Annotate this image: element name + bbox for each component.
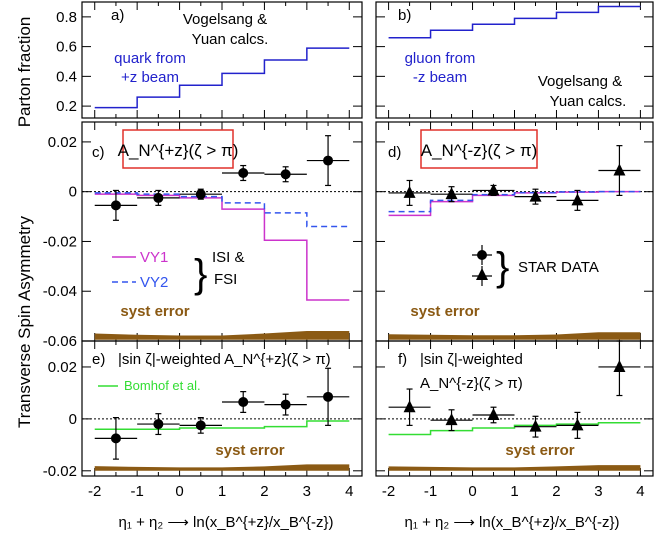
panel-c-point-marker xyxy=(153,192,164,203)
panel-c-boxed-label: A_N^{+z}(ζ > π) xyxy=(118,141,239,160)
panel-e-legend-bomhof: Bomhof et al. xyxy=(124,378,201,393)
panel-c-brace: } xyxy=(194,252,207,296)
panel-e-xticklabel: 3 xyxy=(303,483,311,500)
panel-e-xticklabel: 2 xyxy=(260,483,268,500)
panel-b-tag: b) xyxy=(398,7,411,24)
panel-d-boxed-label: A_N^{-z}(ζ > π) xyxy=(421,141,538,160)
xlabel-right: η₁ + η₂ ⟶ ln(x_B^{+z}/x_B^{-z}) xyxy=(405,514,620,531)
panel-c-legend-vy1: VY1 xyxy=(140,249,168,266)
panel-e-xticklabel: 4 xyxy=(345,483,353,500)
panel-f-xticklabel: 4 xyxy=(636,483,644,500)
panel-c-tag: c) xyxy=(92,144,105,161)
panel-c-point-marker xyxy=(195,189,206,200)
panel-e-syst-band xyxy=(94,464,350,471)
panel-d-brace: } xyxy=(496,245,509,289)
panel-b-curve-label2: -z beam xyxy=(413,69,467,86)
panel-c-point-marker xyxy=(110,200,121,211)
panel-c-legend-isi1: ISI & xyxy=(212,249,245,266)
panel-d-syst-band xyxy=(388,332,641,340)
panel-d-point-marker xyxy=(445,187,458,200)
panel-c-label-box xyxy=(122,129,234,169)
panel-e-point-marker xyxy=(238,397,249,408)
panel-c-yticklabel: 0.02 xyxy=(48,134,77,151)
panel-a-yticklabel: 0.8 xyxy=(56,9,77,26)
panel-d-point-marker xyxy=(613,163,626,176)
panel-b-series-gluon-from-z-beam xyxy=(388,5,641,39)
panel-d-label-box xyxy=(420,129,538,169)
panel-c-series-vy1 xyxy=(94,193,350,301)
panel-f-title2: A_N^{-z}(ζ > π) xyxy=(420,375,523,392)
panel-f-point-marker xyxy=(403,400,416,413)
panel-c-point-marker xyxy=(280,169,291,180)
panel-b-text1: Vogelsang & xyxy=(538,73,622,90)
panel-f-syst-label: syst error xyxy=(505,442,574,459)
panel-a-series-quark-from-z-beam xyxy=(94,47,350,109)
panel-a-tag: a) xyxy=(111,7,124,24)
panel-e-yticklabel: 0.02 xyxy=(48,359,77,376)
panel-f-syst-band xyxy=(388,465,641,471)
panel-a-curve-label1: quark from xyxy=(114,50,186,67)
panel-f-point-marker xyxy=(445,413,458,426)
panel-f-tag: f) xyxy=(398,351,407,368)
panel-a-yticklabel: 0.2 xyxy=(56,98,77,115)
panel-e-title: |sin ζ|-weighted A_N^{+z}(ζ > π) xyxy=(118,351,331,368)
panel-f-xticklabel: 1 xyxy=(510,483,518,500)
panel-e-xticklabel: 1 xyxy=(218,483,226,500)
panel-a-text1: Vogelsang & xyxy=(183,11,267,28)
panel-c-yticklabel: -0.04 xyxy=(43,283,77,300)
panel-e-tag: e) xyxy=(92,351,105,368)
panel-c-syst-band xyxy=(94,331,350,340)
panel-a-yticklabel: 0.6 xyxy=(56,39,77,56)
panel-d-syst-label: syst error xyxy=(410,303,479,320)
panel-c-point-marker xyxy=(238,168,249,179)
panel-f-xticklabel: -1 xyxy=(424,483,437,500)
panel-c-legend-isi2: FSI xyxy=(214,271,237,288)
panel-e-point-marker xyxy=(110,433,121,444)
panel-d-point-marker xyxy=(403,185,416,198)
panel-b-curve-label1: gluon from xyxy=(405,50,476,67)
panel-f-point-marker xyxy=(529,419,542,432)
panel-b-text2: Yuan calcs. xyxy=(550,93,627,110)
panel-c-yticklabel: -0.06 xyxy=(43,333,77,350)
panel-f-title1: |sin ζ|-weighted xyxy=(420,351,523,368)
panel-e-point-marker xyxy=(195,420,206,431)
panel-f-xticklabel: -2 xyxy=(382,483,395,500)
panel-a-yticklabel: 0.4 xyxy=(56,68,77,85)
panel-f-xticklabel: 0 xyxy=(468,483,476,500)
panel-d-star-data: STAR DATA xyxy=(518,259,599,276)
panel-a-curve-label2: +z beam xyxy=(121,69,179,86)
panel-e-yticklabel: 0 xyxy=(69,411,77,428)
xlabel-left: η₁ + η₂ ⟶ ln(x_B^{+z}/x_B^{-z}) xyxy=(119,514,334,531)
panel-c-point-marker xyxy=(323,155,334,166)
panel-e-yticklabel: -0.02 xyxy=(43,463,77,480)
panel-e-xticklabel: -2 xyxy=(88,483,101,500)
panel-c-syst-label: syst error xyxy=(120,303,189,320)
panel-c-legend-vy2: VY2 xyxy=(140,274,168,291)
panel-f-xticklabel: 3 xyxy=(594,483,602,500)
panel-d-point-marker xyxy=(571,193,584,206)
panel-e-xticklabel: -1 xyxy=(130,483,143,500)
panel-e-point-marker xyxy=(280,399,291,410)
panel-e-syst-label: syst error xyxy=(215,442,284,459)
panel-f-xticklabel: 2 xyxy=(552,483,560,500)
ylabel-parton-fraction: Parton fraction xyxy=(15,17,34,128)
panel-f-point-marker xyxy=(487,407,500,420)
panel-d-point-marker xyxy=(487,183,500,196)
panel-d-series-vy2 xyxy=(388,190,641,213)
panel-e-point-marker xyxy=(323,391,334,402)
panel-f-point-marker xyxy=(613,359,626,372)
panel-e-xticklabel: 0 xyxy=(175,483,183,500)
panel-c-yticklabel: -0.02 xyxy=(43,233,77,250)
panel-d-point-marker xyxy=(529,189,542,202)
panel-a-text2: Yuan calcs. xyxy=(192,31,269,48)
panel-d-tag: d) xyxy=(388,144,401,161)
panel-f-point-marker xyxy=(571,418,584,431)
panel-e-point-marker xyxy=(153,419,164,430)
panel-c-series-vy2 xyxy=(94,192,350,228)
panel-f-series-bomhof-et-al- xyxy=(388,422,641,436)
ylabel-transverse-spin-asymmetry: Transverse Spin Asymmetry xyxy=(15,216,34,428)
panel-c-yticklabel: 0 xyxy=(69,184,77,201)
